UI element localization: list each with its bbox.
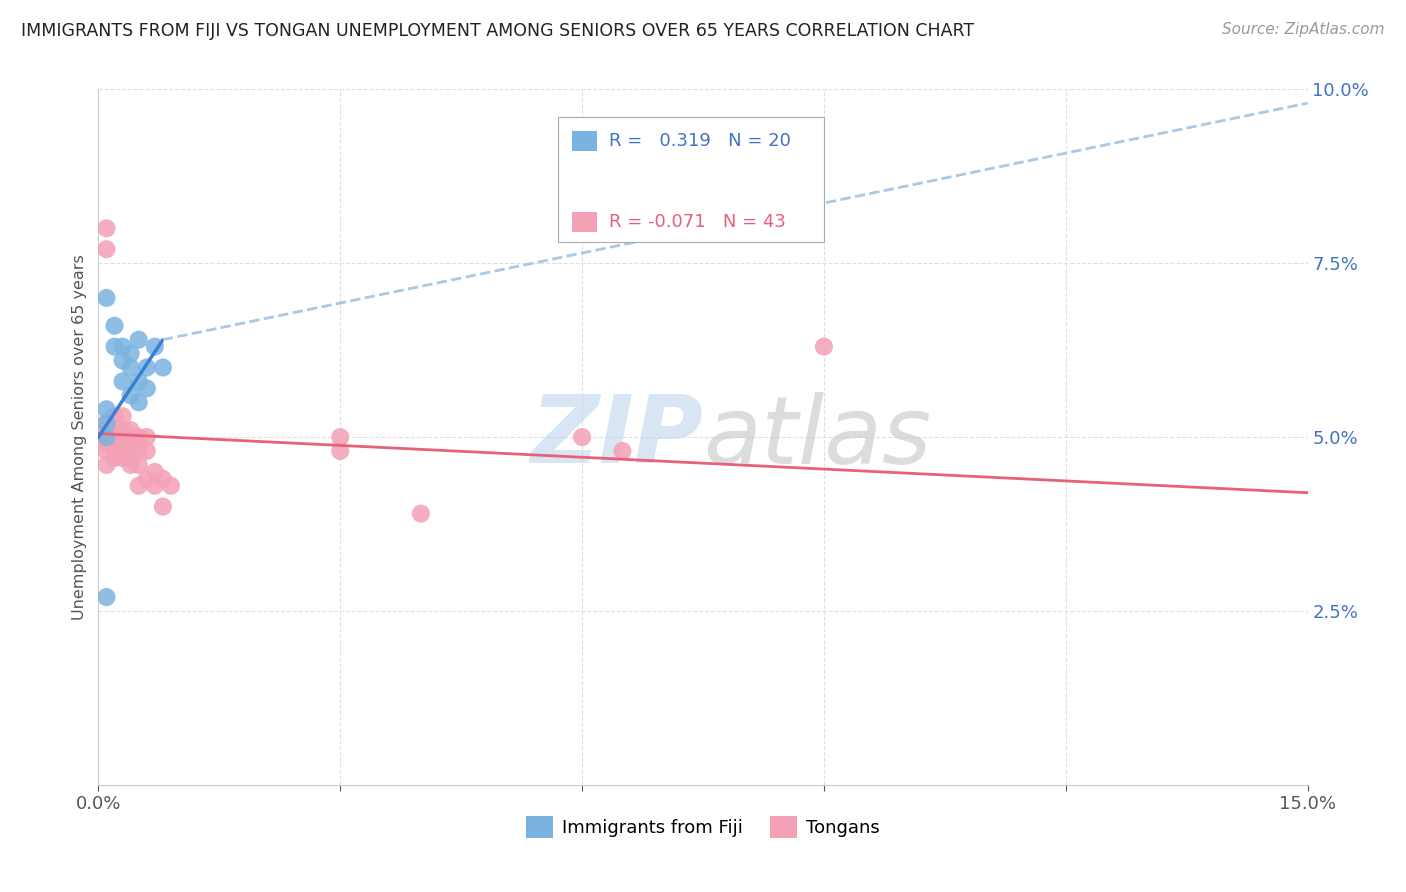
Point	[96, 416, 118, 430]
Point	[111, 430, 134, 444]
Point	[329, 430, 352, 444]
Point	[96, 437, 118, 451]
Point	[120, 423, 142, 437]
Point	[103, 340, 125, 354]
Text: atlas: atlas	[703, 392, 931, 483]
Point	[135, 472, 157, 486]
Point	[120, 437, 142, 451]
Point	[143, 479, 166, 493]
Point	[103, 423, 125, 437]
Point	[152, 360, 174, 375]
Point	[111, 409, 134, 424]
Point	[96, 402, 118, 417]
Point	[120, 450, 142, 465]
Point	[128, 479, 150, 493]
Point	[103, 430, 125, 444]
Point	[96, 221, 118, 235]
Point	[96, 458, 118, 472]
Point	[571, 430, 593, 444]
Point	[409, 507, 432, 521]
Point	[103, 437, 125, 451]
Point	[143, 465, 166, 479]
Text: ZIP: ZIP	[530, 391, 703, 483]
Point	[120, 430, 142, 444]
Point	[813, 340, 835, 354]
Point	[612, 444, 634, 458]
Point	[128, 430, 150, 444]
Point	[103, 409, 125, 424]
Text: R =   0.319   N = 20: R = 0.319 N = 20	[609, 132, 790, 150]
Point	[96, 416, 118, 430]
Point	[96, 291, 118, 305]
Point	[128, 444, 150, 458]
Point	[120, 458, 142, 472]
Point	[96, 444, 118, 458]
Point	[103, 450, 125, 465]
Point	[103, 444, 125, 458]
Point	[111, 375, 134, 389]
Point	[128, 395, 150, 409]
Point	[160, 479, 183, 493]
Point	[111, 450, 134, 465]
Point	[120, 346, 142, 360]
Point	[111, 444, 134, 458]
Point	[128, 458, 150, 472]
Text: IMMIGRANTS FROM FIJI VS TONGAN UNEMPLOYMENT AMONG SENIORS OVER 65 YEARS CORRELAT: IMMIGRANTS FROM FIJI VS TONGAN UNEMPLOYM…	[21, 22, 974, 40]
Y-axis label: Unemployment Among Seniors over 65 years: Unemployment Among Seniors over 65 years	[72, 254, 87, 620]
Legend: Immigrants from Fiji, Tongans: Immigrants from Fiji, Tongans	[519, 809, 887, 846]
Point	[120, 388, 142, 402]
Point	[152, 500, 174, 514]
Point	[128, 375, 150, 389]
Point	[96, 590, 118, 604]
Point	[111, 353, 134, 368]
Point	[152, 472, 174, 486]
Point	[143, 340, 166, 354]
Point	[111, 340, 134, 354]
Point	[96, 242, 118, 256]
Point	[103, 318, 125, 333]
Point	[96, 430, 118, 444]
Point	[128, 333, 150, 347]
Text: R = -0.071   N = 43: R = -0.071 N = 43	[609, 213, 786, 231]
Point	[135, 444, 157, 458]
Point	[111, 437, 134, 451]
Point	[96, 430, 118, 444]
Point	[135, 430, 157, 444]
Point	[96, 423, 118, 437]
Text: Source: ZipAtlas.com: Source: ZipAtlas.com	[1222, 22, 1385, 37]
Point	[329, 444, 352, 458]
Point	[135, 381, 157, 395]
Point	[135, 360, 157, 375]
Point	[120, 360, 142, 375]
Point	[111, 423, 134, 437]
